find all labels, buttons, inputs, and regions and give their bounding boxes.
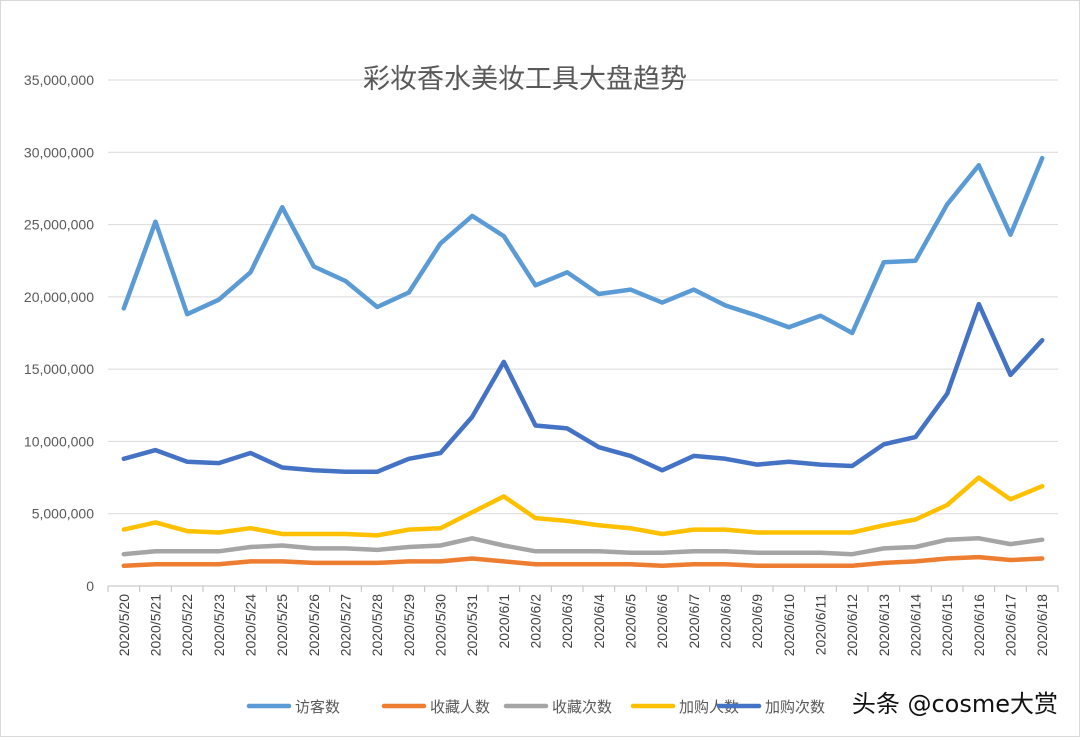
- x-tick-label: 2020/6/13: [876, 594, 892, 656]
- y-tick-label: 35,000,000: [24, 72, 94, 88]
- x-tick-label: 2020/5/28: [369, 594, 385, 656]
- x-tick-label: 2020/5/26: [306, 594, 322, 656]
- x-tick-label: 2020/6/2: [528, 594, 544, 649]
- x-tick-label: 2020/5/30: [433, 594, 449, 656]
- x-tick-label: 2020/6/16: [971, 594, 987, 656]
- y-tick-label: 25,000,000: [24, 217, 94, 233]
- series-line-2: [121, 554, 1045, 569]
- legend: 访客数 收藏人数 收藏次数 加购人数 加购次数: [246, 698, 825, 716]
- x-tick-label: 2020/6/8: [718, 594, 734, 649]
- x-tick-label: 2020/6/1: [496, 594, 512, 649]
- legend-label: 收藏人数: [430, 698, 490, 716]
- watermark-text: 头条 @cosme大赏: [852, 690, 1058, 718]
- x-tick-label: 2020/5/25: [274, 594, 290, 656]
- x-tick-label: 2020/5/31: [464, 594, 480, 656]
- y-tick-label: 20,000,000: [24, 289, 94, 305]
- x-tick-label: 2020/5/21: [148, 594, 164, 656]
- y-tick-label: 5,000,000: [32, 506, 94, 522]
- y-tick-label: 0: [86, 578, 94, 594]
- series-lines: [121, 155, 1045, 569]
- series-line-4: [121, 475, 1045, 538]
- series-line-5: [121, 301, 1045, 475]
- x-tick-label: 2020/6/9: [749, 594, 765, 649]
- x-tick-label: 2020/5/22: [179, 594, 195, 656]
- x-tick-label: 2020/6/4: [591, 594, 607, 649]
- x-tick-label: 2020/6/6: [654, 594, 670, 649]
- y-axis-ticks: 0 5,000,000 10,000,000 15,000,000 20,000,000…: [24, 72, 94, 594]
- x-tick-label: 2020/6/10: [781, 594, 797, 656]
- chart-title: 彩妆香水美妆工具大盘趋势: [363, 64, 687, 95]
- x-tick-label: 2020/5/27: [338, 594, 354, 656]
- x-tick-label: 2020/5/23: [211, 594, 227, 656]
- x-tick-label: 2020/6/17: [1003, 594, 1019, 656]
- legend-label: 收藏次数: [552, 698, 612, 716]
- legend-label: 加购人数: [679, 698, 739, 716]
- series-line-1: [121, 155, 1045, 336]
- gridlines: [108, 79, 1058, 515]
- x-tick-label: 2020/5/29: [401, 594, 417, 656]
- x-tick-label: 2020/6/5: [623, 594, 639, 649]
- x-tick-label: 2020/6/18: [1034, 594, 1050, 656]
- legend-label: 访客数: [295, 698, 340, 716]
- x-axis: 2020/5/20 2020/5/21 2020/5/22 2020/5/23 2020…: [107, 585, 1059, 656]
- x-tick-label: 2020/6/3: [559, 594, 575, 649]
- x-tick-label: 2020/6/15: [939, 594, 955, 656]
- x-tick-label: 2020/5/24: [243, 594, 259, 656]
- y-tick-label: 30,000,000: [24, 144, 94, 160]
- series-line-3: [121, 536, 1045, 557]
- x-tick-label: 2020/6/11: [813, 594, 829, 655]
- y-tick-label: 15,000,000: [24, 361, 94, 377]
- x-tick-label: 2020/6/12: [844, 594, 860, 656]
- x-tick-label: 2020/5/20: [116, 594, 132, 656]
- y-tick-label: 10,000,000: [24, 433, 94, 449]
- legend-label: 加购次数: [765, 698, 825, 716]
- x-tick-label: 2020/6/7: [686, 594, 702, 649]
- x-tick-label: 2020/6/14: [908, 594, 924, 656]
